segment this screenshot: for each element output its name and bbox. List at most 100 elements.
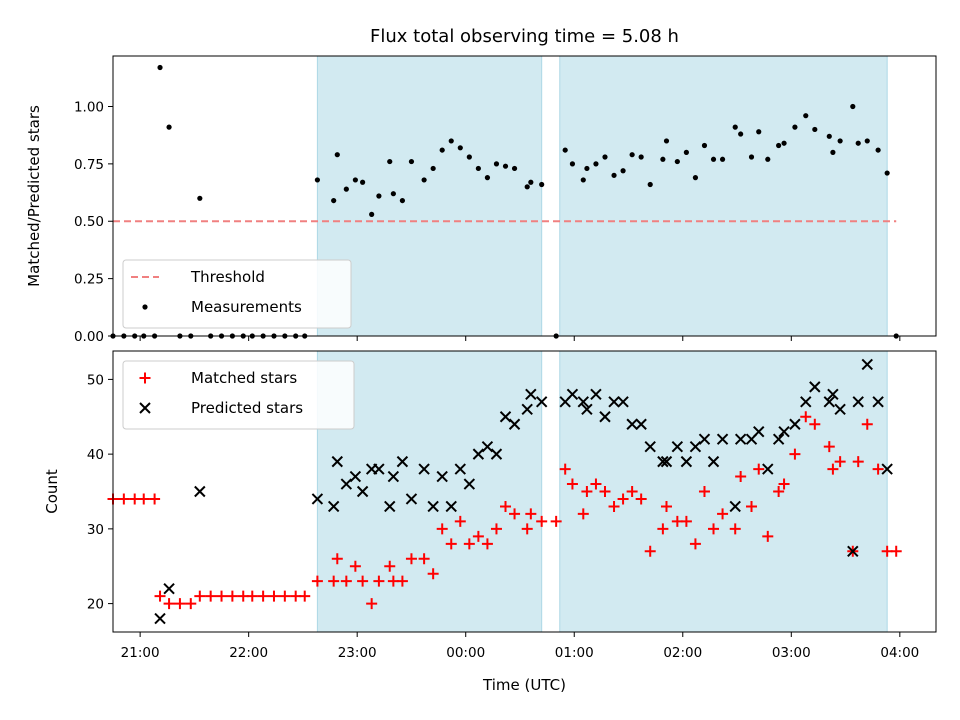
y-tick-label: 0.25 (74, 272, 104, 288)
measurement-point (765, 156, 771, 162)
top-axis-ticks: 0.00 0.25 0.50 0.75 1.00 (74, 99, 901, 345)
measurement-point (584, 165, 590, 172)
measurement-point (701, 142, 708, 149)
measurement-point (484, 175, 491, 181)
measurement-point (408, 158, 415, 165)
predicted-star-point (617, 396, 629, 408)
measurement-point (660, 156, 666, 162)
predicted-star-point (644, 440, 656, 453)
matched-star-point (149, 493, 161, 505)
predicted-star-point (881, 463, 893, 475)
predicted-star-point (778, 426, 790, 438)
top-panel-ratio: 0.00 0.25 0.50 0.75 1.00 Matched/Predicted s… (25, 55, 937, 345)
y-tick-label: 30 (87, 522, 104, 538)
predicted-star-point (163, 582, 175, 595)
predicted-star-point (490, 448, 503, 460)
measurement-point (334, 152, 340, 158)
predicted-star-point (521, 403, 533, 416)
legend-measurement-swatch (142, 304, 148, 310)
predicted-star-point (535, 396, 548, 408)
legend-box (122, 360, 355, 430)
measurement-point (710, 156, 717, 162)
bottom-panel-frame (112, 350, 937, 633)
predicted-star-point (800, 396, 812, 408)
predicted-star-point (508, 418, 521, 430)
predicted-star-point (834, 403, 846, 416)
measurement-point (457, 145, 463, 151)
measurement-point (314, 177, 320, 183)
matched-star-point (773, 486, 785, 497)
predicted-star-point (194, 485, 206, 498)
predicted-star-point (660, 455, 673, 468)
y-tick-label: 40 (87, 447, 104, 463)
matched-star-point (174, 598, 186, 610)
measurement-point (776, 142, 782, 149)
matched-star-point (698, 486, 710, 497)
legend-box (122, 259, 352, 329)
matched-star-point (566, 478, 578, 490)
matched-star-point (729, 523, 741, 535)
bottom-legend: Matched stars Predicted stars (122, 360, 355, 430)
matched-star-point (852, 456, 864, 468)
predicted-star-point (396, 455, 409, 468)
y-tick-label: 20 (87, 597, 104, 613)
x-tick-label: 04:00 (880, 645, 919, 661)
measurement-point (683, 149, 689, 155)
matched-star-point (373, 575, 385, 587)
matched-star-point (427, 568, 439, 580)
y-tick-label: 0.00 (74, 329, 104, 345)
matched-star-point (800, 411, 812, 423)
measurement-point (430, 165, 436, 172)
matched-star-point (396, 575, 408, 587)
bottom-axis-ticks: 20 30 40 50 21:00 22:00 23:00 00:00 01:00 02:00 03… (87, 372, 919, 661)
legend-matched-swatch (139, 372, 151, 384)
measurement-point (448, 138, 454, 144)
measurement-point (524, 184, 530, 190)
measurement-point (629, 152, 635, 158)
matched-star-point (689, 538, 701, 550)
matched-star-point (481, 538, 493, 550)
matched-star-point (328, 575, 340, 587)
measurement-point (399, 197, 406, 204)
matched-star-point (717, 508, 729, 520)
predicted-star-point (608, 396, 620, 408)
x-tick-label: 00:00 (446, 645, 485, 661)
measurement-point (692, 175, 699, 181)
predicted-star-point (340, 478, 353, 490)
matched-star-point (890, 545, 902, 557)
measurement-point (647, 181, 653, 188)
predicted-star-point (373, 463, 385, 475)
measurement-point (511, 165, 518, 172)
matched-star-point (257, 590, 269, 602)
bottom-panel-counts: 20 30 40 50 21:00 22:00 23:00 00:00 01:00 02:00 03… (43, 350, 937, 694)
measurement-point (602, 154, 608, 160)
matched-star-point (138, 493, 150, 505)
matched-star-point (279, 590, 291, 602)
measurement-point (837, 138, 843, 144)
measurement-point (792, 124, 798, 130)
predicted-star-point (499, 411, 512, 423)
measurement-point (390, 191, 396, 197)
matched-star-point (660, 500, 672, 512)
matched-star-point (509, 508, 521, 520)
predicted-star-point (852, 396, 864, 408)
matched-star-point (521, 523, 533, 535)
predicted-star-point (577, 396, 589, 408)
matched-star-point (349, 560, 361, 572)
measurement-point (360, 179, 366, 185)
measurement-point (331, 197, 337, 204)
observing-window (316, 55, 543, 337)
matched-star-point (357, 575, 369, 587)
predicted-star-point (809, 381, 821, 393)
measurement-point (850, 103, 856, 110)
predicted-star-point (729, 500, 741, 513)
measurement-point (369, 211, 375, 217)
y-tick-label: 50 (87, 372, 104, 388)
measurement-point (884, 170, 890, 176)
matched-star-point (608, 500, 620, 512)
bottom-panel-marks (107, 358, 902, 625)
measurement-point (826, 133, 832, 139)
predicted-star-point (327, 500, 340, 513)
matched-star-point (753, 463, 765, 475)
predicted-star-point (707, 455, 720, 468)
